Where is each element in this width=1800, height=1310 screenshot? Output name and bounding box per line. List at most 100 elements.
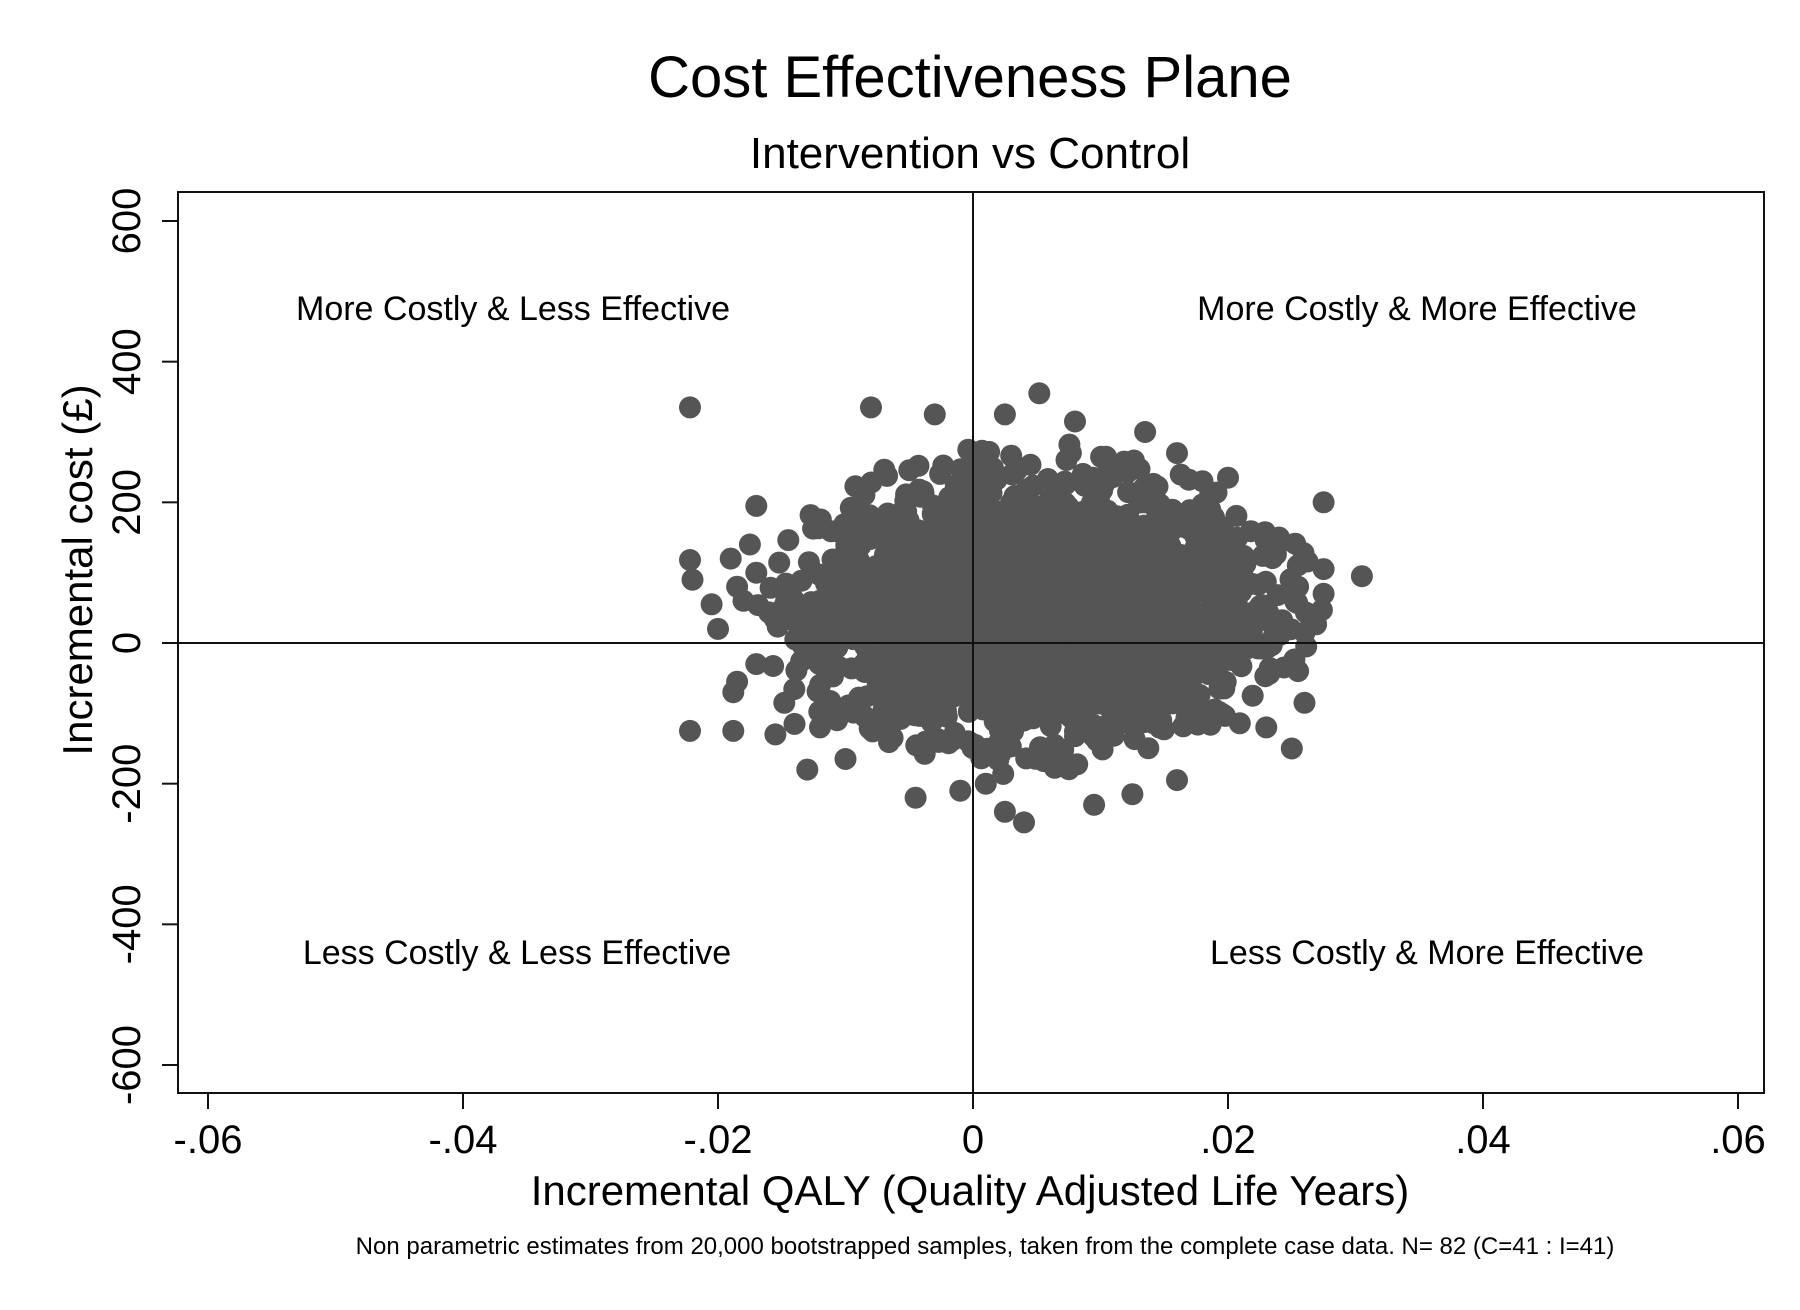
scatter-point bbox=[777, 529, 800, 552]
quadrant-label-top-right: More Costly & More Effective bbox=[1197, 290, 1637, 328]
scatter-point bbox=[1053, 470, 1076, 493]
scatter-point bbox=[1103, 571, 1125, 594]
scatter-point bbox=[1013, 811, 1035, 834]
scatter-point bbox=[759, 576, 782, 599]
scatter-point bbox=[977, 494, 1000, 516]
scatter-point bbox=[1239, 520, 1262, 543]
scatter-point bbox=[879, 595, 902, 618]
scatter-point bbox=[809, 508, 832, 531]
scatter-point bbox=[1268, 526, 1290, 549]
scatter-point bbox=[1312, 558, 1335, 581]
scatter-point bbox=[1013, 691, 1036, 714]
scatter-point bbox=[762, 655, 785, 677]
scatter-point bbox=[1105, 505, 1128, 528]
scatter-point bbox=[1175, 655, 1198, 678]
scatter-point bbox=[1136, 693, 1159, 716]
scatter-point bbox=[949, 779, 972, 802]
scatter-point bbox=[679, 719, 701, 742]
scatter-point bbox=[1137, 737, 1160, 760]
scatter-point bbox=[1241, 684, 1264, 707]
scatter-point bbox=[1312, 582, 1335, 605]
scatter-point bbox=[745, 653, 768, 676]
scatter-point bbox=[930, 654, 953, 677]
scatter-point bbox=[1195, 570, 1218, 593]
scatter-point bbox=[1023, 652, 1046, 675]
y-tick-label: 600 bbox=[105, 188, 149, 255]
scatter-point bbox=[1121, 783, 1144, 806]
scatter-point bbox=[907, 454, 930, 477]
scatter-point bbox=[839, 509, 862, 532]
scatter-point bbox=[869, 681, 892, 704]
scatter-point bbox=[826, 709, 849, 732]
scatter-point bbox=[923, 403, 946, 426]
scatter-point bbox=[1064, 410, 1086, 433]
scatter-point bbox=[1199, 713, 1222, 736]
chart-title: Cost Effectiveness Plane bbox=[648, 45, 1292, 110]
scatter-point bbox=[929, 462, 952, 485]
scatter-point bbox=[821, 548, 844, 571]
x-tick-label: -.04 bbox=[429, 1118, 498, 1162]
scatter-point bbox=[853, 661, 876, 683]
x-tick-label: 0 bbox=[962, 1118, 984, 1162]
scatter-point bbox=[1085, 729, 1108, 752]
scatter-point bbox=[878, 731, 900, 754]
scatter-point bbox=[1254, 570, 1277, 593]
scatter-point bbox=[916, 700, 939, 723]
scatter-point bbox=[907, 652, 930, 675]
scatter-point bbox=[983, 545, 1006, 568]
y-tick-label: 200 bbox=[105, 469, 149, 536]
scatter-point bbox=[970, 738, 993, 761]
scatter-point bbox=[1262, 625, 1285, 648]
scatter-point bbox=[1038, 565, 1061, 588]
scatter-point bbox=[745, 561, 768, 584]
scatter-point bbox=[1005, 459, 1028, 481]
scatter-point bbox=[953, 524, 976, 547]
scatter-point bbox=[783, 712, 806, 735]
scatter-point bbox=[989, 743, 1012, 766]
scatter-point bbox=[907, 519, 930, 542]
scatter-point bbox=[1097, 454, 1120, 477]
scatter-point bbox=[870, 516, 892, 538]
scatter-point bbox=[1234, 553, 1257, 576]
scatter-point bbox=[1034, 506, 1057, 529]
scatter-point bbox=[1022, 474, 1045, 497]
scatter-point bbox=[901, 633, 924, 656]
scatter-point bbox=[983, 710, 1006, 733]
scatter-point bbox=[1084, 664, 1107, 687]
scatter-point bbox=[882, 701, 905, 724]
scatter-point bbox=[1067, 503, 1090, 526]
scatter-point bbox=[1002, 720, 1024, 743]
y-tick-label: 0 bbox=[105, 632, 149, 654]
y-tick-label: -600 bbox=[105, 1025, 149, 1105]
scatter-point bbox=[1188, 620, 1211, 643]
scatter-point bbox=[942, 685, 965, 708]
scatter-point bbox=[797, 551, 820, 574]
scatter-point bbox=[957, 654, 980, 677]
x-tick-label: .06 bbox=[1710, 1118, 1766, 1162]
scatter-point bbox=[1175, 706, 1198, 729]
scatter-point bbox=[780, 604, 803, 627]
scatter-point bbox=[1293, 691, 1316, 714]
scatter-point bbox=[1182, 504, 1205, 527]
scatter-point bbox=[806, 680, 829, 703]
scatter-point bbox=[895, 483, 918, 506]
scatter-point bbox=[1217, 466, 1239, 489]
scatter-point bbox=[1152, 536, 1175, 559]
scatter-point bbox=[900, 586, 923, 609]
scatter-point bbox=[1063, 566, 1085, 589]
scatter-point bbox=[1098, 598, 1121, 621]
scatter-point bbox=[1166, 769, 1188, 792]
scatter-point bbox=[1058, 433, 1081, 456]
scatter-point bbox=[860, 396, 882, 419]
y-tick-label: -200 bbox=[105, 744, 149, 824]
scatter-point bbox=[853, 705, 876, 728]
scatter-point bbox=[1225, 504, 1248, 527]
scatter-point bbox=[997, 570, 1020, 593]
scatter-point bbox=[888, 666, 911, 689]
scatter-point bbox=[1078, 519, 1101, 542]
scatter-point bbox=[837, 694, 860, 717]
scatter-point bbox=[829, 587, 852, 610]
scatter-point bbox=[1169, 463, 1192, 486]
scatter-point bbox=[1072, 637, 1095, 660]
